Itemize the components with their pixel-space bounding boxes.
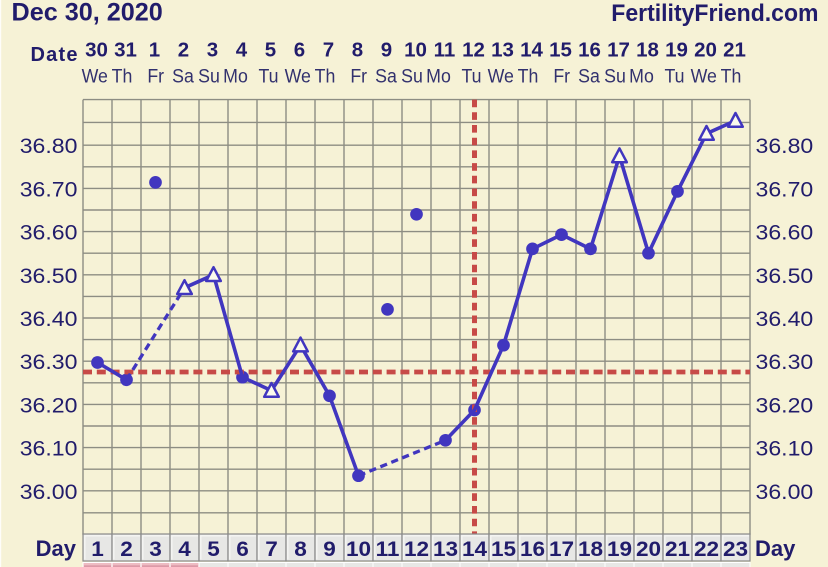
svg-text:36.40: 36.40 <box>20 307 78 331</box>
svg-text:22: 22 <box>694 536 719 560</box>
svg-text:36.30: 36.30 <box>756 350 814 374</box>
svg-text:36.20: 36.20 <box>756 393 814 417</box>
svg-text:36.30: 36.30 <box>20 350 78 374</box>
svg-text:36.00: 36.00 <box>756 480 814 504</box>
svg-text:19: 19 <box>607 536 632 560</box>
svg-text:Dec 30, 2020: Dec 30, 2020 <box>12 0 163 27</box>
svg-text:1: 1 <box>91 536 104 560</box>
svg-text:Su: Su <box>198 65 220 87</box>
svg-text:14: 14 <box>520 39 543 62</box>
svg-text:15: 15 <box>549 39 572 62</box>
svg-text:36.70: 36.70 <box>20 177 78 201</box>
svg-text:36.70: 36.70 <box>756 177 814 201</box>
svg-text:21: 21 <box>723 39 746 62</box>
svg-text:20: 20 <box>636 536 661 560</box>
svg-text:Tu: Tu <box>664 65 684 87</box>
svg-text:Tu: Tu <box>461 65 481 87</box>
svg-text:36.50: 36.50 <box>20 264 78 288</box>
svg-text:Mo: Mo <box>223 65 248 87</box>
svg-text:Th: Th <box>721 65 742 87</box>
svg-text:36.60: 36.60 <box>20 221 78 245</box>
svg-text:1: 1 <box>149 39 160 62</box>
svg-text:Mo: Mo <box>426 65 451 87</box>
svg-text:13: 13 <box>433 536 458 560</box>
svg-text:9: 9 <box>323 536 336 560</box>
svg-text:17: 17 <box>549 536 574 560</box>
svg-text:36.80: 36.80 <box>756 134 814 158</box>
svg-text:Su: Su <box>401 65 423 87</box>
svg-text:4: 4 <box>178 536 191 560</box>
svg-text:18: 18 <box>636 39 659 62</box>
svg-text:31: 31 <box>114 39 137 62</box>
svg-text:3: 3 <box>149 536 162 560</box>
svg-text:30: 30 <box>85 39 108 62</box>
svg-text:We: We <box>488 65 514 87</box>
svg-text:We: We <box>82 65 108 87</box>
svg-text:13: 13 <box>491 39 514 62</box>
svg-text:9: 9 <box>381 39 392 62</box>
svg-text:Th: Th <box>518 65 539 87</box>
svg-text:Th: Th <box>112 65 133 87</box>
svg-text:6: 6 <box>236 536 249 560</box>
svg-text:7: 7 <box>265 536 278 560</box>
svg-text:Day: Day <box>36 536 77 561</box>
svg-text:16: 16 <box>520 536 545 560</box>
svg-text:15: 15 <box>491 536 516 560</box>
svg-text:36.00: 36.00 <box>20 480 78 504</box>
svg-text:FertilityFriend.com: FertilityFriend.com <box>611 0 818 27</box>
svg-text:3: 3 <box>207 39 218 62</box>
svg-text:36.10: 36.10 <box>20 437 78 461</box>
svg-text:23: 23 <box>723 536 748 560</box>
svg-text:We: We <box>691 65 717 87</box>
svg-text:10: 10 <box>404 39 427 62</box>
svg-text:2: 2 <box>120 536 133 560</box>
svg-text:36.40: 36.40 <box>756 307 814 331</box>
svg-text:4: 4 <box>236 39 248 62</box>
svg-text:36.60: 36.60 <box>756 221 814 245</box>
svg-text:11: 11 <box>376 536 400 560</box>
svg-text:2: 2 <box>178 39 189 62</box>
svg-text:17: 17 <box>607 39 630 62</box>
svg-text:14: 14 <box>462 536 488 560</box>
svg-text:Th: Th <box>315 65 336 87</box>
svg-text:19: 19 <box>665 39 688 62</box>
svg-text:Fr: Fr <box>350 65 367 87</box>
svg-text:Sa: Sa <box>578 65 600 87</box>
svg-text:We: We <box>285 65 311 87</box>
svg-text:21: 21 <box>665 536 690 560</box>
svg-text:6: 6 <box>294 39 305 62</box>
svg-text:Tu: Tu <box>258 65 278 87</box>
svg-text:11: 11 <box>434 39 456 62</box>
svg-text:Fr: Fr <box>147 65 164 87</box>
svg-text:8: 8 <box>352 39 363 62</box>
svg-text:Sa: Sa <box>375 65 397 87</box>
svg-text:Fr: Fr <box>553 65 570 87</box>
svg-text:10: 10 <box>346 536 371 560</box>
svg-text:12: 12 <box>404 536 429 560</box>
svg-text:20: 20 <box>694 39 717 62</box>
svg-text:36.10: 36.10 <box>756 437 814 461</box>
svg-text:Su: Su <box>604 65 626 87</box>
svg-text:12: 12 <box>462 39 485 62</box>
svg-text:Day: Day <box>755 536 796 561</box>
svg-text:Sa: Sa <box>172 65 194 87</box>
svg-text:36.20: 36.20 <box>20 393 78 417</box>
svg-text:5: 5 <box>265 39 276 62</box>
svg-text:5: 5 <box>207 536 220 560</box>
svg-text:Date: Date <box>31 44 79 66</box>
svg-text:36.50: 36.50 <box>756 264 814 288</box>
svg-text:7: 7 <box>323 39 334 62</box>
svg-text:36.80: 36.80 <box>20 134 78 158</box>
svg-text:18: 18 <box>578 536 603 560</box>
svg-text:Mo: Mo <box>629 65 654 87</box>
svg-text:16: 16 <box>578 39 601 62</box>
svg-text:8: 8 <box>294 536 307 560</box>
